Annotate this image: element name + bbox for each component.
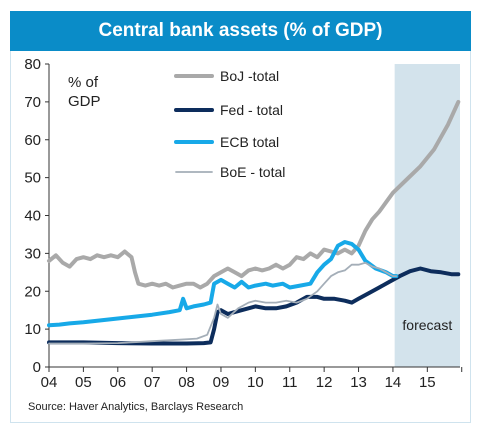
x-tick-label: 10: [247, 374, 264, 391]
source-note: Source: Haver Analytics, Barclays Resear…: [28, 401, 244, 413]
legend-label-1: BoJ -total: [220, 68, 279, 84]
x-tick-label: 14: [385, 374, 402, 391]
y-tick-label: 10: [24, 321, 41, 338]
series-line-4: [48, 261, 398, 345]
y-axis-label-line1: % of: [68, 74, 99, 91]
series-line-2: [47, 266, 461, 346]
x-tick-label: 15: [419, 374, 436, 391]
forecast-region: [394, 64, 460, 367]
y-tick-label: 70: [24, 94, 41, 111]
x-tick-label: 12: [316, 374, 333, 391]
x-tick-label: 09: [213, 374, 230, 391]
y-tick-label: 40: [24, 208, 41, 225]
y-tick-label: 0: [33, 359, 41, 376]
y-tick-label: 50: [24, 170, 41, 187]
legend-label-3: ECB total: [220, 134, 279, 150]
legend-label-2: Fed - total: [220, 102, 283, 118]
y-tick-label: 30: [24, 245, 41, 262]
x-tick-label: 13: [350, 374, 367, 391]
y-tick-label: 60: [24, 132, 41, 149]
chart-title: Central bank assets (% of GDP): [98, 20, 383, 41]
series-line-1: [47, 99, 461, 290]
chart-frame: [10, 51, 471, 423]
x-tick-label: 11: [282, 374, 298, 391]
x-tick-label: 07: [144, 374, 161, 391]
chart-title-bar: Central bank assets (% of GDP): [10, 11, 471, 51]
y-axis-label-line2: GDP: [68, 93, 101, 110]
x-tick-label: 05: [75, 374, 92, 391]
x-tick-label: 06: [109, 374, 126, 391]
y-tick-label: 80: [24, 56, 41, 73]
forecast-label: forecast: [402, 317, 452, 333]
legend-label-4: BoE - total: [220, 164, 285, 180]
y-tick-label: 20: [24, 283, 41, 300]
x-tick-label: 04: [41, 374, 58, 391]
series-line-3: [47, 240, 399, 328]
x-tick-label: 08: [178, 374, 195, 391]
